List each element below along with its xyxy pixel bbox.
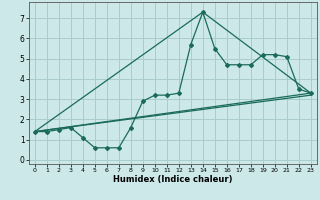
X-axis label: Humidex (Indice chaleur): Humidex (Indice chaleur) <box>113 175 233 184</box>
